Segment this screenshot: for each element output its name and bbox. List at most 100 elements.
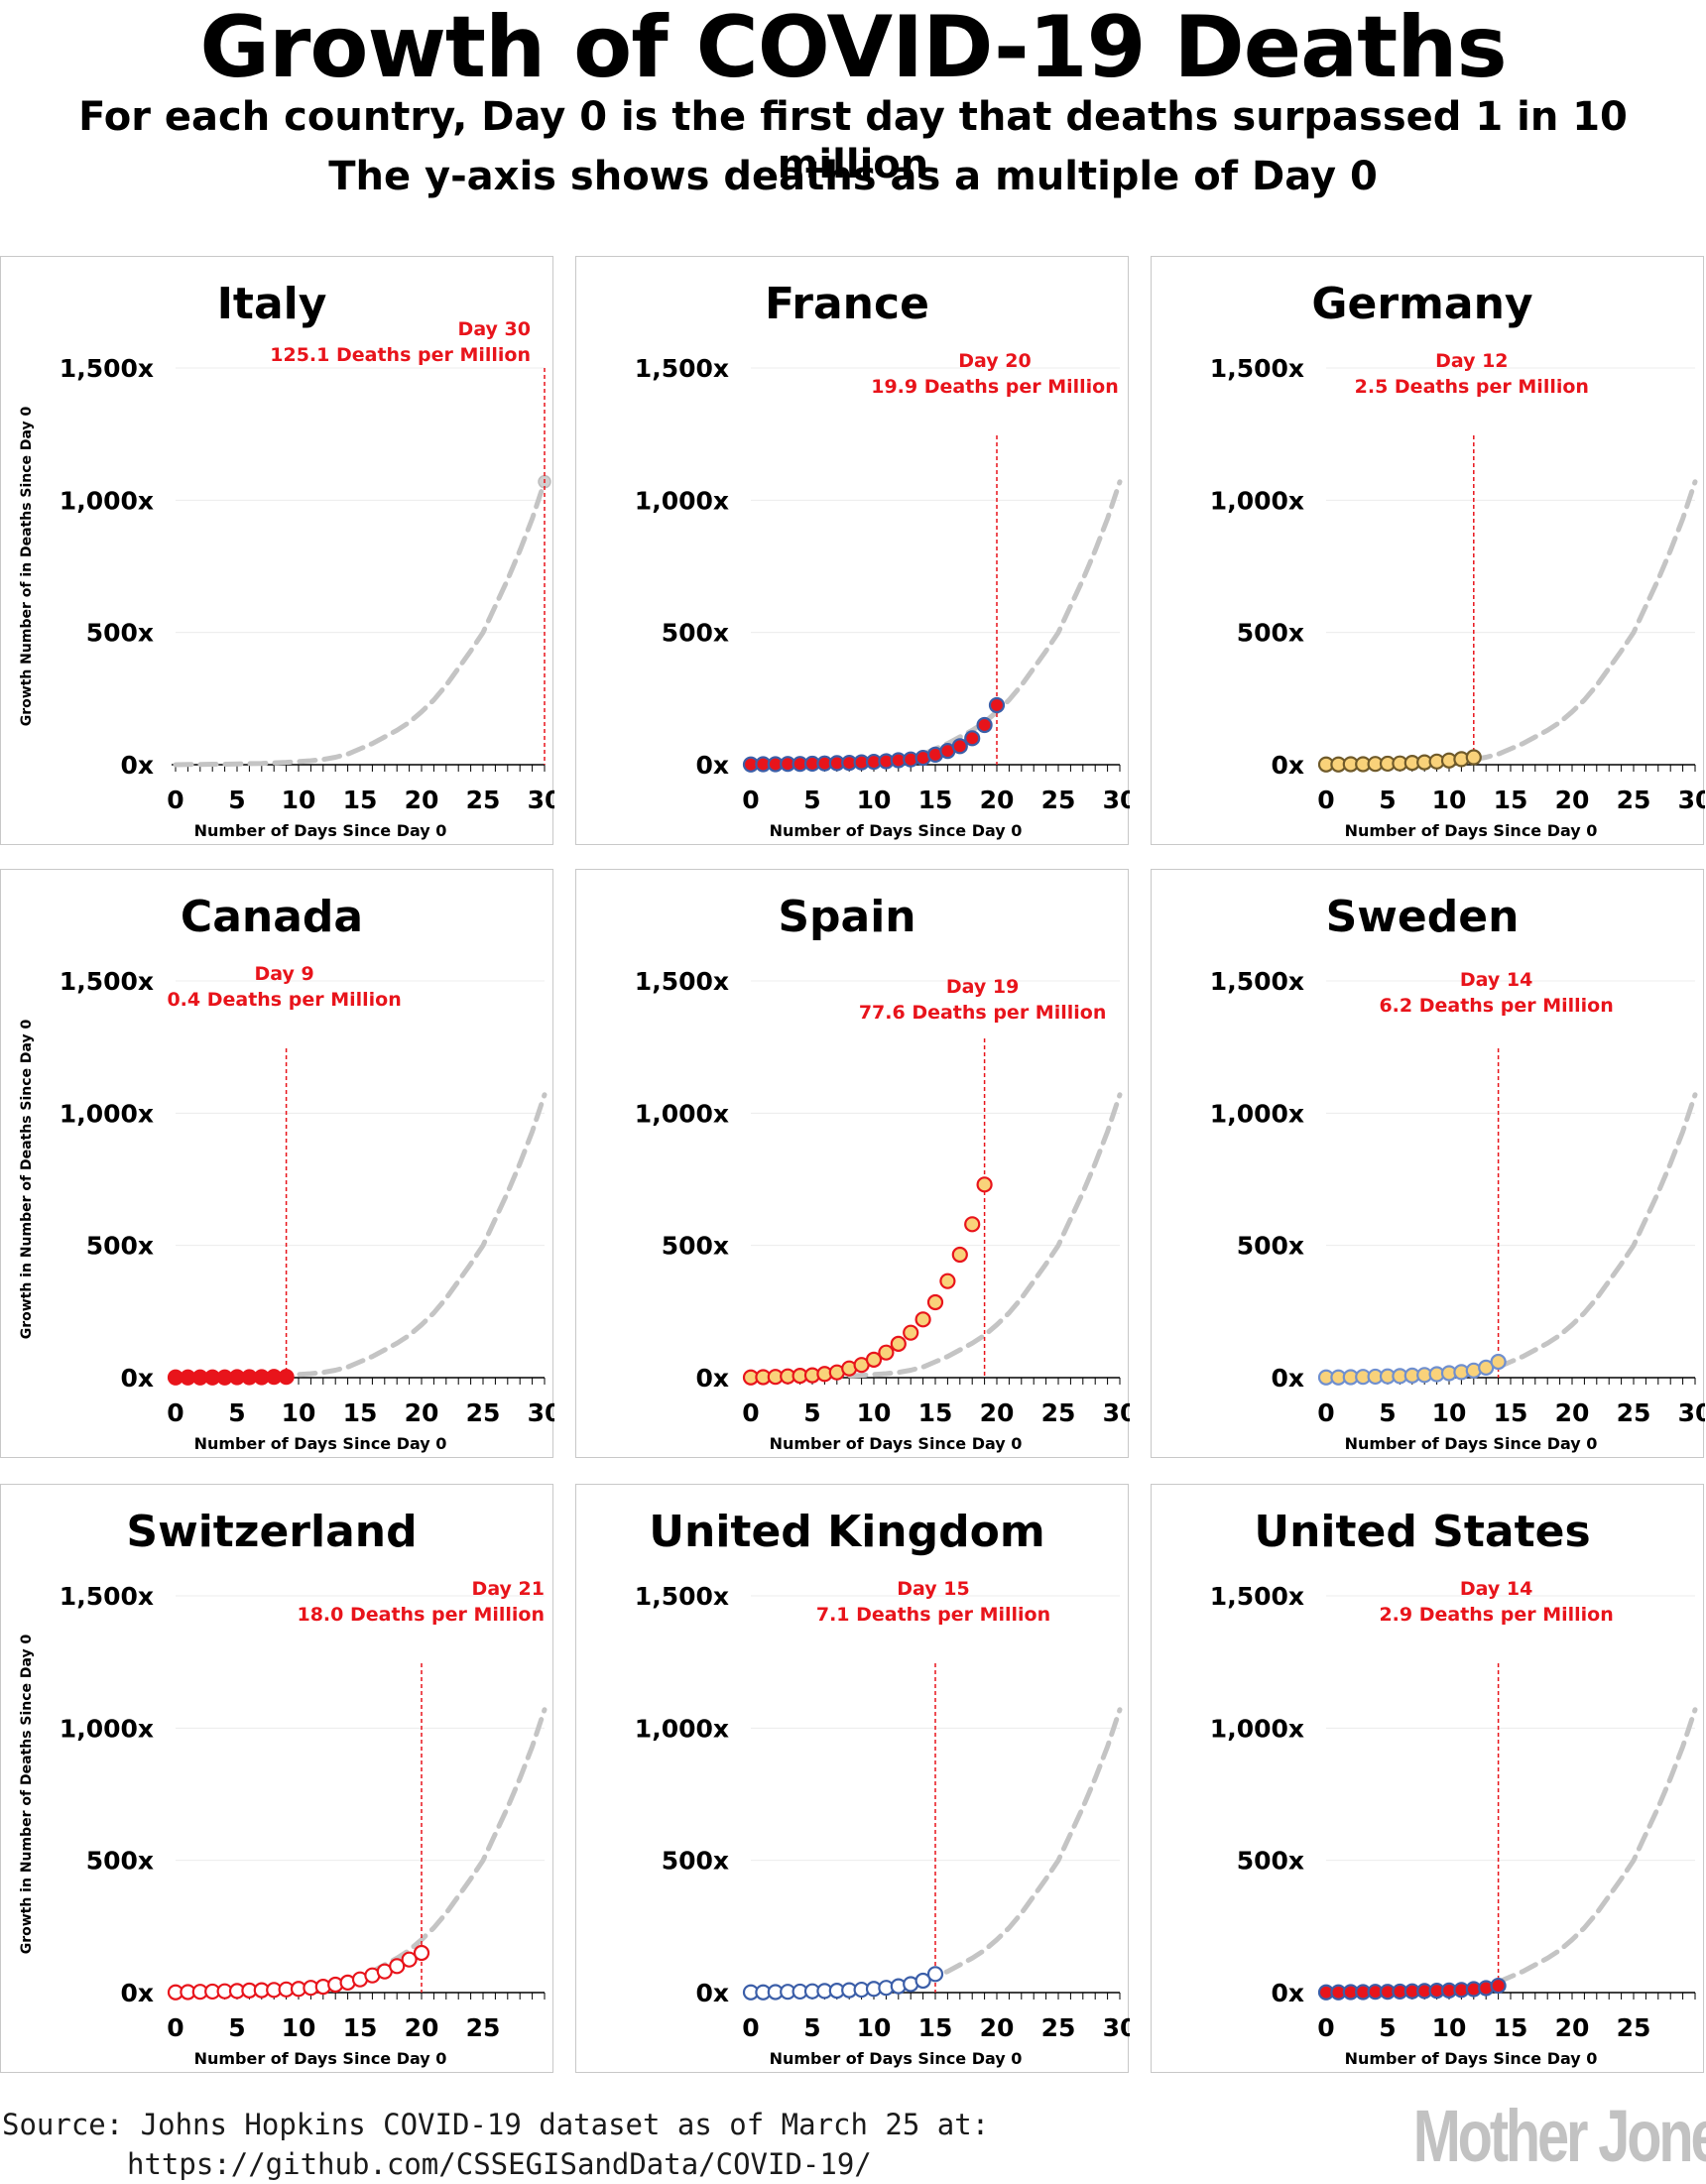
annotation-rate: 2.9 Deaths per Million bbox=[1379, 1604, 1613, 1626]
x-tick-label: 5 bbox=[228, 2013, 245, 2042]
annotation-rate: 7.1 Deaths per Million bbox=[816, 1604, 1050, 1626]
x-tick-label: 0 bbox=[167, 786, 183, 814]
x-tick-label: 5 bbox=[228, 1398, 245, 1427]
data-point bbox=[976, 716, 993, 734]
y-tick-label: 0x bbox=[120, 751, 154, 780]
y-tick-label: 500x bbox=[662, 1847, 729, 1876]
x-tick-label: 0 bbox=[742, 1398, 759, 1427]
y-axis-label: Growth Number of in Deaths Since Day 0 bbox=[19, 406, 35, 726]
chart-title: Canada bbox=[181, 892, 363, 942]
x-tick-label: 15 bbox=[918, 786, 953, 814]
x-tick-label: 5 bbox=[1379, 786, 1396, 814]
source-url[interactable]: https://github.com/CSSEGISandData/COVID-… bbox=[127, 2147, 872, 2181]
x-tick-label: 20 bbox=[1555, 2013, 1590, 2042]
chart-panel-sweden: Sweden 0x 500x 1,000x 1,500x 0 5 10 15 20 25 30 Numb… bbox=[1151, 869, 1705, 1458]
annotation-day: Day 19 bbox=[946, 976, 1019, 998]
x-tick-label: 25 bbox=[1617, 2013, 1651, 2042]
chart-panel-united-kingdom: United Kingdom 0x 500x 1,000x 1,500x 0 5 10 15 20… bbox=[575, 1484, 1130, 2073]
x-tick-label: 15 bbox=[918, 2013, 953, 2042]
x-tick-label: 5 bbox=[1379, 1398, 1396, 1427]
data-point bbox=[903, 1324, 919, 1341]
annotation-rate: 77.6 Deaths per Million bbox=[859, 1002, 1107, 1024]
reference-curve-italy bbox=[173, 1707, 548, 1996]
y-tick-label: 1,500x bbox=[635, 354, 729, 383]
y-tick-label: 1,500x bbox=[60, 1582, 154, 1611]
page-title: Growth of COVID-19 Deaths bbox=[199, 0, 1507, 97]
chart-panel-italy: Italy 0x 500x 1,000x 1,500x 0 5 10 15 20 25 30 Numbe… bbox=[0, 256, 554, 845]
annotation-rate: 6.2 Deaths per Million bbox=[1379, 995, 1613, 1017]
x-tick-label: 0 bbox=[1317, 1398, 1334, 1427]
x-tick-label: 25 bbox=[466, 1398, 501, 1427]
chart-svg: United Kingdom 0x 500x 1,000x 1,500x 0 5 10 15 20… bbox=[635, 1507, 1130, 2068]
x-tick-label: 10 bbox=[857, 786, 892, 814]
x-tick-label: 20 bbox=[980, 2013, 1015, 2042]
annotation-rate: 19.9 Deaths per Million bbox=[871, 376, 1119, 398]
data-point bbox=[401, 1951, 418, 1968]
annotation-day: Day 14 bbox=[1460, 1578, 1532, 1600]
data-point bbox=[389, 1958, 406, 1975]
data-point bbox=[926, 1293, 944, 1311]
y-tick-label: 0x bbox=[695, 1979, 729, 2007]
reference-curve-italy bbox=[173, 1092, 548, 1381]
y-tick-label: 1,500x bbox=[60, 354, 154, 383]
x-tick-label: 15 bbox=[918, 1398, 953, 1427]
y-tick-label: 500x bbox=[86, 1232, 154, 1261]
y-tick-label: 1,500x bbox=[635, 967, 729, 996]
annotation-rate: 125.1 Deaths per Million bbox=[270, 344, 531, 366]
x-tick-label: 25 bbox=[1041, 1398, 1076, 1427]
annotation-rate: 0.4 Deaths per Million bbox=[167, 989, 401, 1011]
data-point bbox=[865, 1351, 883, 1368]
source-note: Source: Johns Hopkins COVID-19 dataset a… bbox=[2, 2105, 989, 2184]
y-tick-label: 1,500x bbox=[1210, 967, 1304, 996]
chart-panel-france: France 0x 500x 1,000x 1,500x 0 5 10 15 20 25 30 Numb… bbox=[575, 256, 1130, 845]
x-tick-label: 30 bbox=[1678, 786, 1705, 814]
y-tick-label: 0x bbox=[120, 1979, 154, 2007]
reference-curve-italy bbox=[1323, 1707, 1698, 1996]
x-tick-label: 10 bbox=[857, 1398, 892, 1427]
chart-title: Switzerland bbox=[126, 1507, 417, 1557]
data-point bbox=[926, 1966, 944, 1983]
data-point bbox=[988, 696, 1006, 714]
mother-jones-logo: Mother Jones bbox=[1412, 2095, 1706, 2177]
y-tick-label: 500x bbox=[1237, 619, 1304, 648]
x-tick-label: 15 bbox=[343, 2013, 378, 2042]
x-tick-label: 30 bbox=[1678, 1398, 1705, 1427]
reference-curve-italy bbox=[1323, 1092, 1698, 1381]
y-axis-label: Growth in Number of Deaths Since Day 0 bbox=[19, 1019, 35, 1339]
y-tick-label: 1,000x bbox=[60, 1099, 154, 1128]
subtitle-day-zero: For each country, Day 0 is the first day… bbox=[78, 94, 1628, 187]
chart-title: United States bbox=[1254, 1507, 1590, 1557]
x-tick-label: 10 bbox=[282, 786, 316, 814]
annotation-day: Day 12 bbox=[1435, 350, 1508, 372]
chart-panel-canada: Canada 0x 500x 1,000x 1,500x 0 5 10 15 20 25 30 Numb… bbox=[0, 869, 554, 1458]
chart-title: France bbox=[765, 279, 929, 329]
chart-title: United Kingdom bbox=[649, 1507, 1044, 1557]
x-tick-label: 20 bbox=[405, 786, 439, 814]
y-tick-label: 1,000x bbox=[635, 1714, 729, 1743]
y-tick-label: 1,000x bbox=[1210, 1099, 1304, 1128]
x-tick-label: 0 bbox=[167, 1398, 183, 1427]
data-point bbox=[1465, 749, 1482, 766]
data-point bbox=[914, 1972, 931, 1990]
x-tick-label: 10 bbox=[282, 2013, 316, 2042]
x-tick-label: 5 bbox=[803, 1398, 820, 1427]
data-point bbox=[890, 1335, 907, 1352]
x-tick-label: 20 bbox=[1555, 1398, 1590, 1427]
chart-svg: Germany 0x 500x 1,000x 1,500x 0 5 10 15 20 25 30 Num… bbox=[1210, 279, 1705, 840]
reference-curve-italy bbox=[173, 479, 548, 768]
data-point bbox=[976, 1176, 993, 1193]
x-tick-label: 30 bbox=[1103, 2013, 1130, 2042]
x-tick-label: 25 bbox=[1041, 2013, 1076, 2042]
x-tick-label: 0 bbox=[167, 2013, 183, 2042]
source-text: Source: Johns Hopkins COVID-19 dataset a… bbox=[2, 2108, 990, 2141]
y-tick-label: 1,000x bbox=[60, 486, 154, 515]
x-tick-label: 0 bbox=[1317, 786, 1334, 814]
annotation-day: Day 20 bbox=[958, 350, 1031, 372]
chart-panel-germany: Germany 0x 500x 1,000x 1,500x 0 5 10 15 20 25 30 Num… bbox=[1151, 256, 1705, 845]
y-tick-label: 1,000x bbox=[1210, 486, 1304, 515]
x-axis-label: Number of Days Since Day 0 bbox=[1345, 1434, 1598, 1453]
x-tick-label: 30 bbox=[1103, 786, 1130, 814]
y-tick-label: 0x bbox=[120, 1364, 154, 1393]
x-axis-label: Number of Days Since Day 0 bbox=[770, 1434, 1023, 1453]
x-tick-label: 15 bbox=[343, 786, 378, 814]
